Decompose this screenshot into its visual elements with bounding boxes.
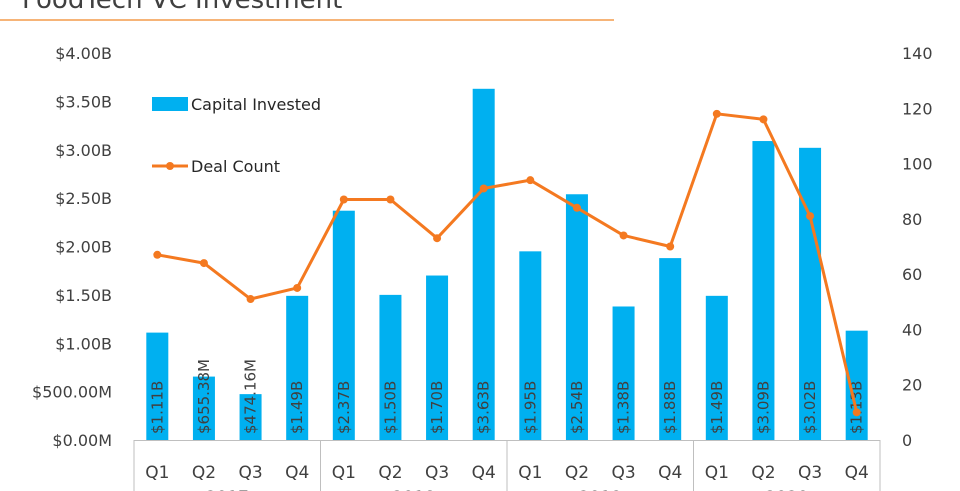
deal-count-point xyxy=(293,283,302,292)
category-label: Q1 xyxy=(145,463,169,483)
left-axis-tick-label: $4.00B xyxy=(55,44,112,63)
category-label: Q3 xyxy=(611,463,635,483)
deal-count-point xyxy=(526,176,535,185)
capital-invested-bars xyxy=(146,88,868,441)
left-axis-tick-label: $3.50B xyxy=(55,92,112,111)
right-axis-tick-label: 0 xyxy=(902,431,912,450)
bar-data-label: $1.49B xyxy=(288,381,306,434)
deal-count-point xyxy=(619,231,628,240)
x-axis: Q1 Q2 Q3 Q4 Q1 Q2 Q3 Q4 Q1 Q2 Q3 Q4 Q1 Q2 Q3 Q4 2017 2018… xyxy=(133,440,881,491)
bar-data-label: $474.16M xyxy=(242,359,260,434)
bar-data-labels: $1.11B $655.38M $474.16M $1.49B $2.37B $1.50B… xyxy=(148,359,865,434)
deal-count-point xyxy=(666,242,675,251)
year-group-label: 2019 xyxy=(579,488,622,491)
category-label: Q2 xyxy=(565,463,589,483)
category-label: Q1 xyxy=(332,463,356,483)
legend: Capital Invested Deal Count xyxy=(152,95,321,176)
deal-count-polyline xyxy=(157,112,859,413)
bar xyxy=(659,258,682,440)
bar-data-label: $1.95B xyxy=(521,381,539,434)
left-axis-tick-label: $1.00B xyxy=(55,334,112,353)
legend-marker-deal-count xyxy=(166,162,174,170)
right-axis-tick-label: 60 xyxy=(902,265,922,284)
bar xyxy=(146,332,169,440)
left-axis-tick-label: $3.00B xyxy=(55,141,112,160)
bar-data-label: $1.38B xyxy=(615,381,633,434)
bar xyxy=(845,330,868,440)
right-axis-tick-label: 120 xyxy=(902,99,933,118)
bar xyxy=(799,147,822,440)
category-label: Q3 xyxy=(798,463,822,483)
bar-data-label: $1.50B xyxy=(381,381,399,434)
bar xyxy=(612,306,635,440)
legend-label-capital-invested: Capital Invested xyxy=(191,95,321,114)
right-axis-tick-label: 40 xyxy=(902,320,922,339)
deal-count-point xyxy=(386,195,395,204)
deal-count-point xyxy=(433,234,442,243)
left-axis-tick-label: $0.00M xyxy=(52,431,112,450)
deal-count-point xyxy=(712,109,721,118)
deal-count-point xyxy=(246,295,255,304)
category-label: Q2 xyxy=(378,463,402,483)
left-axis: $0.00M $500.00M $1.00B $1.50B $2.00B $2.50B $3… xyxy=(32,44,112,450)
bar xyxy=(752,141,775,441)
deal-count-point xyxy=(572,203,581,212)
left-axis-tick-label: $500.00M xyxy=(32,383,112,402)
category-label: Q2 xyxy=(192,463,216,483)
year-group-label: 2020 xyxy=(765,488,808,491)
bar-data-label: $1.88B xyxy=(661,381,679,434)
legend-label-deal-count: Deal Count xyxy=(191,157,280,176)
deal-count-point xyxy=(153,250,162,259)
chart-title: FoodTech VC Investment xyxy=(22,0,342,15)
deal-count-point xyxy=(339,195,348,204)
bar-data-label: $1.49B xyxy=(708,381,726,434)
right-axis-tick-label: 20 xyxy=(902,376,922,395)
bar xyxy=(426,275,449,440)
legend-swatch-capital-invested xyxy=(152,97,188,111)
bar xyxy=(705,295,728,440)
deal-count-point xyxy=(759,115,768,124)
right-axis-tick-label: 140 xyxy=(902,44,933,63)
bar xyxy=(379,294,402,440)
bar xyxy=(286,295,309,440)
deal-count-point xyxy=(806,212,815,221)
bar-data-label: $655.38M xyxy=(195,359,213,434)
category-label: Q4 xyxy=(658,463,682,483)
year-group-label: 2017 xyxy=(206,488,249,491)
category-label: Q4 xyxy=(285,463,309,483)
deal-count-point xyxy=(199,259,208,268)
right-axis: 0 20 40 60 80 100 120 140 xyxy=(902,44,933,450)
category-label: Q4 xyxy=(472,463,496,483)
deal-count-point xyxy=(479,184,488,193)
left-axis-tick-label: $2.00B xyxy=(55,238,112,257)
bar-data-label: $3.09B xyxy=(754,381,772,434)
category-label: Q3 xyxy=(238,463,262,483)
bar-data-label: $1.11B xyxy=(148,381,166,434)
left-axis-tick-label: $1.50B xyxy=(55,286,112,305)
category-label: Q1 xyxy=(705,463,729,483)
bar xyxy=(472,88,495,441)
left-axis-tick-label: $2.50B xyxy=(55,189,112,208)
right-axis-tick-label: 80 xyxy=(902,210,922,229)
bar-data-label: $3.63B xyxy=(475,381,493,434)
bar xyxy=(332,210,355,440)
bar xyxy=(519,251,542,440)
category-label: Q1 xyxy=(518,463,542,483)
year-group-label: 2018 xyxy=(392,488,435,491)
bar-data-label: $3.02B xyxy=(801,381,819,434)
category-label: Q3 xyxy=(425,463,449,483)
bar xyxy=(239,394,262,440)
bar xyxy=(565,194,588,440)
deal-count-line xyxy=(153,109,861,417)
deal-count-point xyxy=(852,408,861,417)
bar-data-label: $2.54B xyxy=(568,381,586,434)
bar-data-label: $1.70B xyxy=(428,381,446,434)
category-label: Q2 xyxy=(751,463,775,483)
category-label: Q4 xyxy=(845,463,869,483)
bar xyxy=(192,376,215,440)
right-axis-tick-label: 100 xyxy=(902,155,933,174)
bar-data-label: $2.37B xyxy=(335,381,353,434)
